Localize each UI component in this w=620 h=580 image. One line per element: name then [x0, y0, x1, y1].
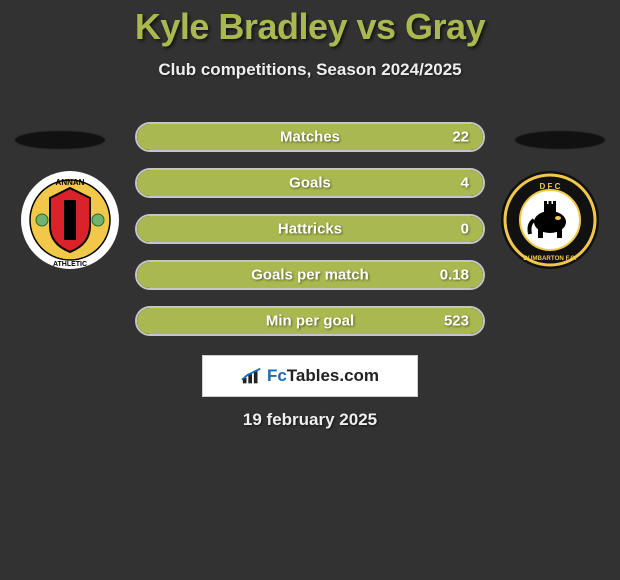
brand-box[interactable]: FcTables.com	[202, 355, 418, 397]
svg-text:DUMBARTON F.C.: DUMBARTON F.C.	[523, 255, 576, 262]
stat-label: Hattricks	[278, 221, 342, 238]
club-badge-right: D F C DUMBARTON F.C.	[500, 170, 600, 270]
stat-value: 22	[452, 129, 469, 146]
stat-value: 4	[461, 175, 469, 192]
stat-row-min-per-goal: Min per goal 523	[135, 306, 485, 336]
stat-label: Matches	[280, 129, 340, 146]
stat-row-hattricks: Hattricks 0	[135, 214, 485, 244]
stat-row-matches: Matches 22	[135, 122, 485, 152]
stat-label: Min per goal	[266, 313, 354, 330]
stat-label: Goals	[289, 175, 331, 192]
page-title: Kyle Bradley vs Gray	[0, 0, 620, 48]
stat-row-goals: Goals 4	[135, 168, 485, 198]
badge-shadow-right	[515, 131, 605, 149]
stat-rows: Matches 22 Goals 4 Hattricks 0 Goals per…	[135, 122, 485, 352]
page-subtitle: Club competitions, Season 2024/2025	[0, 60, 620, 80]
stat-label: Goals per match	[251, 267, 369, 284]
svg-text:D F C: D F C	[540, 182, 561, 191]
dumbarton-fc-crest-icon: D F C DUMBARTON F.C.	[500, 170, 600, 270]
stat-row-goals-per-match: Goals per match 0.18	[135, 260, 485, 290]
comparison-card: Kyle Bradley vs Gray Club competitions, …	[0, 0, 620, 580]
club-badge-left: ANNAN ATHLETIC	[20, 170, 120, 270]
svg-text:ATHLETIC: ATHLETIC	[53, 261, 87, 268]
svg-text:ANNAN: ANNAN	[56, 178, 85, 187]
badge-shadow-left	[15, 131, 105, 149]
date-label: 19 february 2025	[243, 410, 377, 430]
stat-value: 0.18	[440, 267, 469, 284]
stat-value: 523	[444, 313, 469, 330]
brand-text-suffix: Tables.com	[287, 366, 379, 385]
bar-chart-icon	[241, 366, 263, 386]
brand-text-prefix: Fc	[267, 366, 287, 385]
stat-value: 0	[461, 221, 469, 238]
brand-text: FcTables.com	[267, 366, 379, 386]
annan-athletic-crest-icon: ANNAN ATHLETIC	[20, 170, 120, 270]
